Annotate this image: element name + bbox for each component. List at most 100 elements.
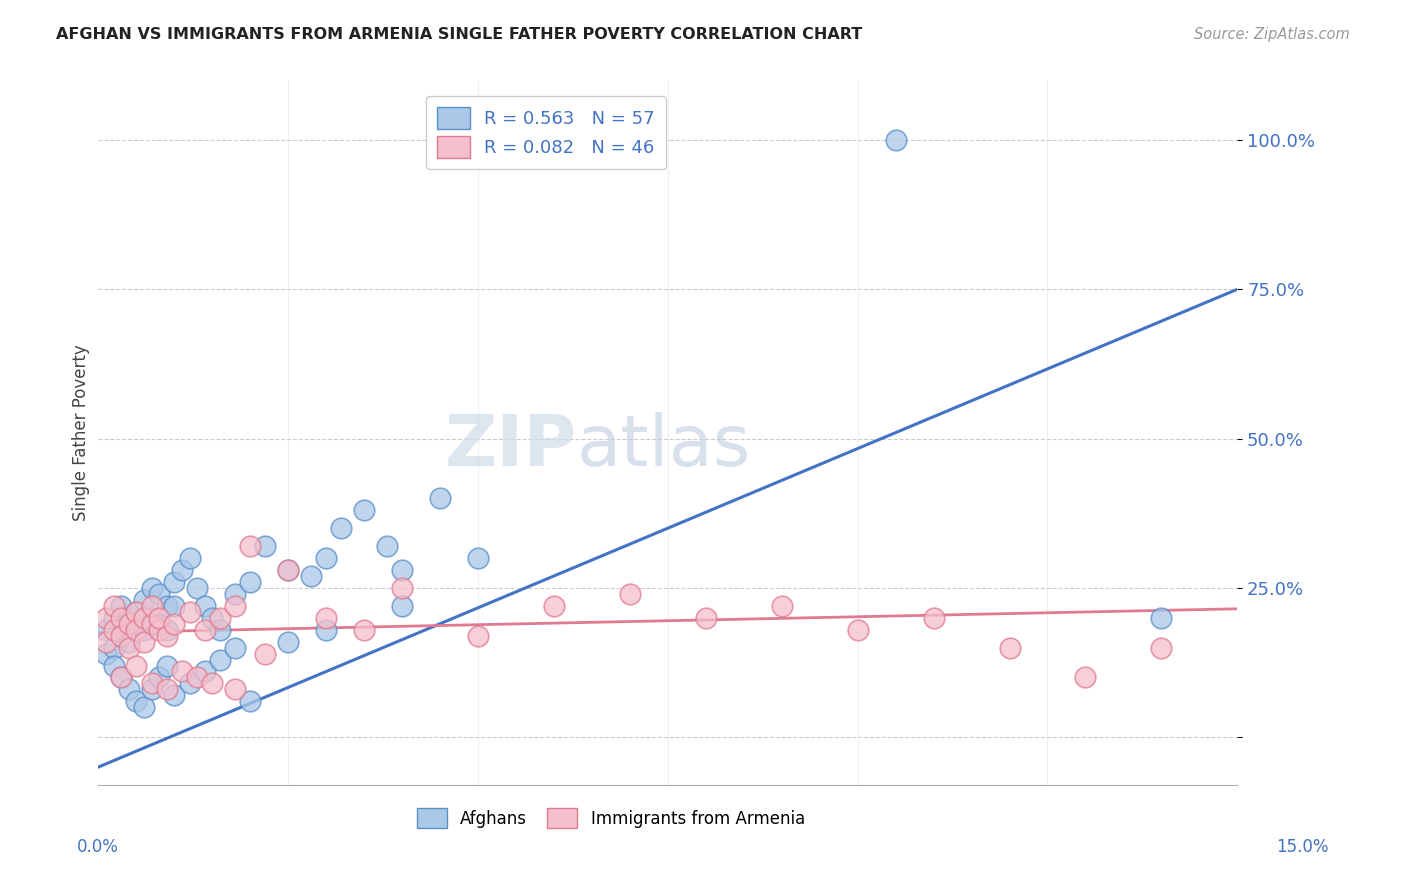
Point [239, 574, 262, 589]
Point [163, 599, 186, 613]
Point [770, 599, 793, 613]
Point [254, 647, 277, 661]
Point [125, 605, 148, 619]
Point [277, 563, 299, 577]
Point [254, 539, 277, 553]
Point [148, 623, 170, 637]
Point [125, 605, 148, 619]
Point [277, 563, 299, 577]
Legend: Afghans, Immigrants from Armenia: Afghans, Immigrants from Armenia [409, 799, 813, 837]
Point [224, 599, 246, 613]
Text: Source: ZipAtlas.com: Source: ZipAtlas.com [1194, 27, 1350, 42]
Point [208, 652, 231, 666]
Point [998, 640, 1021, 655]
Point [695, 611, 717, 625]
Point [103, 640, 125, 655]
Text: ZIP: ZIP [444, 412, 576, 481]
Point [94, 634, 117, 648]
Point [110, 599, 132, 613]
Point [118, 634, 141, 648]
Point [125, 658, 148, 673]
Point [94, 611, 117, 625]
Point [110, 611, 132, 625]
Point [224, 640, 246, 655]
Point [103, 611, 125, 625]
Point [543, 599, 565, 613]
Point [315, 611, 337, 625]
Point [118, 616, 141, 631]
Point [353, 623, 375, 637]
Point [315, 623, 337, 637]
Point [467, 551, 489, 566]
Point [156, 682, 179, 697]
Point [429, 491, 451, 506]
Point [125, 616, 148, 631]
Point [375, 539, 398, 553]
Point [103, 623, 125, 637]
Point [118, 640, 141, 655]
Point [125, 694, 148, 708]
Point [103, 599, 125, 613]
Text: 15.0%: 15.0% [1277, 838, 1329, 856]
Text: AFGHAN VS IMMIGRANTS FROM ARMENIA SINGLE FATHER POVERTY CORRELATION CHART: AFGHAN VS IMMIGRANTS FROM ARMENIA SINGLE… [56, 27, 862, 42]
Point [179, 551, 201, 566]
Point [132, 634, 155, 648]
Point [163, 574, 186, 589]
Point [391, 599, 413, 613]
Point [94, 647, 117, 661]
Point [110, 629, 132, 643]
Point [467, 629, 489, 643]
Point [224, 587, 246, 601]
Point [118, 682, 141, 697]
Point [118, 611, 141, 625]
Point [201, 676, 224, 690]
Point [163, 689, 186, 703]
Point [156, 623, 179, 637]
Point [315, 551, 337, 566]
Point [330, 521, 353, 535]
Point [194, 599, 217, 613]
Point [148, 587, 170, 601]
Point [94, 623, 117, 637]
Point [1150, 611, 1173, 625]
Y-axis label: Single Father Poverty: Single Father Poverty [72, 344, 90, 521]
Point [239, 539, 262, 553]
Point [141, 676, 163, 690]
Point [391, 581, 413, 595]
Point [156, 629, 179, 643]
Point [1074, 670, 1097, 684]
Point [391, 563, 413, 577]
Point [186, 581, 208, 595]
Point [132, 623, 155, 637]
Point [148, 670, 170, 684]
Point [132, 611, 155, 625]
Point [170, 665, 193, 679]
Point [125, 623, 148, 637]
Point [224, 682, 246, 697]
Point [922, 611, 945, 625]
Point [846, 623, 869, 637]
Point [110, 670, 132, 684]
Point [1150, 640, 1173, 655]
Point [194, 623, 217, 637]
Text: atlas: atlas [576, 412, 751, 481]
Point [132, 592, 155, 607]
Point [156, 658, 179, 673]
Text: 0.0%: 0.0% [77, 838, 120, 856]
Point [186, 670, 208, 684]
Point [170, 563, 193, 577]
Point [141, 581, 163, 595]
Point [148, 616, 170, 631]
Point [141, 599, 163, 613]
Point [179, 605, 201, 619]
Point [141, 611, 163, 625]
Point [353, 503, 375, 517]
Point [884, 133, 907, 147]
Point [156, 599, 179, 613]
Point [141, 616, 163, 631]
Point [103, 658, 125, 673]
Point [110, 629, 132, 643]
Point [619, 587, 641, 601]
Point [141, 682, 163, 697]
Point [239, 694, 262, 708]
